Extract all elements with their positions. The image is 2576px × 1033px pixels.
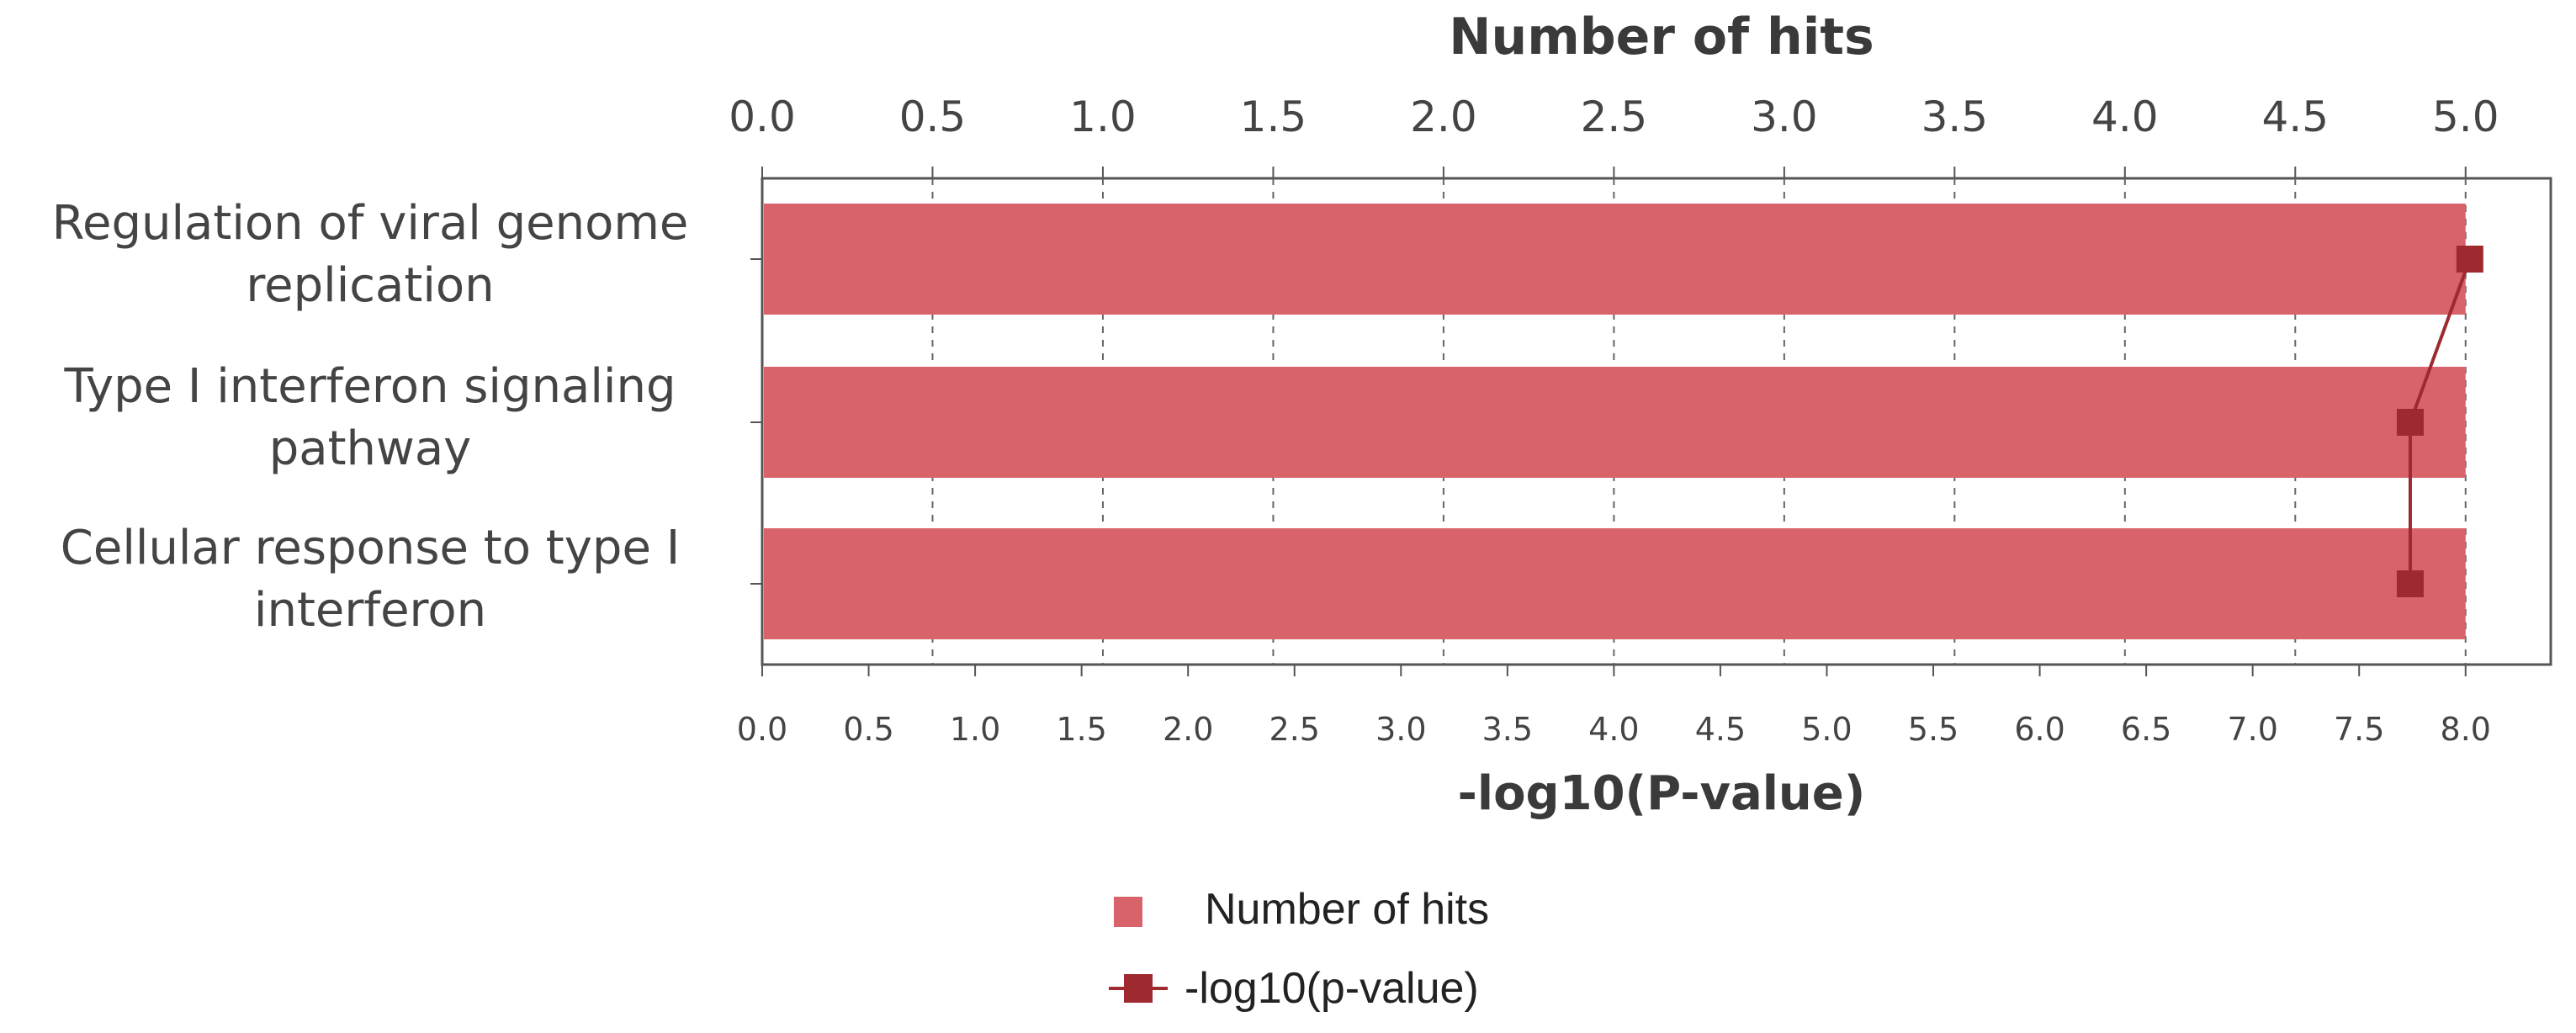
- bottom-tick-label: 7.0: [2227, 711, 2277, 748]
- bottom-tick-label: 8.0: [2441, 711, 2491, 748]
- legend: Number of hits -log10(p-value): [1109, 885, 1489, 1013]
- bar: [764, 528, 2466, 639]
- bar: [764, 204, 2466, 315]
- legend-line-marker: [1124, 974, 1153, 1003]
- bottom-tick-label: 4.0: [1588, 711, 1639, 748]
- top-tick-label: 3.5: [1921, 93, 1989, 141]
- top-tick-label: 0.5: [899, 93, 967, 141]
- bottom-tick-label: 2.5: [1269, 711, 1320, 748]
- pvalue-point: [2456, 246, 2483, 273]
- top-tick-label: 4.5: [2262, 93, 2330, 141]
- pvalue-point: [2396, 570, 2424, 597]
- bottom-tick-label: 1.0: [950, 711, 1000, 748]
- category-label: pathway: [269, 421, 472, 476]
- bottom-tick-label: 3.5: [1482, 711, 1533, 748]
- category-label: Regulation of viral genome: [52, 196, 689, 251]
- legend-bar-label: Number of hits: [1205, 885, 1489, 934]
- category-label: Cellular response to type I: [61, 521, 680, 575]
- legend-bar-swatch: [1114, 897, 1142, 927]
- top-tick-label: 1.0: [1069, 93, 1137, 141]
- category-label: Type I interferon signaling: [64, 359, 676, 414]
- pvalue-point: [2396, 409, 2424, 436]
- top-tick-label: 2.0: [1410, 93, 1477, 141]
- bottom-tick-label: 4.5: [1695, 711, 1746, 748]
- category-labels: Regulation of viral genome replication Typ…: [52, 196, 689, 638]
- top-tick-label: 3.0: [1751, 93, 1818, 141]
- bottom-tick-label: 6.0: [2014, 711, 2065, 748]
- bars: [750, 204, 2466, 639]
- bottom-axis-ticks: 0.0 0.5 1.0 1.5 2.0 2.5 3.0 3.5 4.0 4.5 5.0 5.5 6.0 6…: [737, 665, 2491, 748]
- bottom-tick-label: 5.5: [1908, 711, 1959, 748]
- top-tick-label: 2.5: [1581, 93, 1648, 141]
- bottom-tick-label: 5.0: [1801, 711, 1852, 748]
- category-label: replication: [246, 258, 494, 313]
- pvalue-line-series: [2396, 246, 2483, 597]
- bottom-tick-label: 2.0: [1163, 711, 1213, 748]
- legend-line-label: -log10(p-value): [1185, 964, 1479, 1013]
- bottom-tick-label: 6.5: [2121, 711, 2171, 748]
- top-axis-title: Number of hits: [1449, 8, 1874, 66]
- category-label: interferon: [254, 583, 486, 638]
- bottom-axis-title: -log10(P-value): [1458, 766, 1866, 821]
- bottom-tick-label: 3.0: [1375, 711, 1426, 748]
- bottom-tick-label: 0.5: [843, 711, 893, 748]
- top-axis-ticks: 0.0 0.5 1.0 1.5 2.0 2.5 3.0 3.5 4.0 4.5 5.0: [729, 93, 2499, 178]
- top-tick-label: 0.0: [729, 93, 796, 141]
- bottom-tick-label: 1.5: [1056, 711, 1106, 748]
- top-tick-label: 1.5: [1240, 93, 1307, 141]
- top-tick-label: 5.0: [2432, 93, 2499, 141]
- bar: [764, 367, 2466, 478]
- bottom-tick-label: 0.0: [737, 711, 787, 748]
- bottom-tick-label: 7.5: [2334, 711, 2384, 748]
- top-tick-label: 4.0: [2091, 93, 2159, 141]
